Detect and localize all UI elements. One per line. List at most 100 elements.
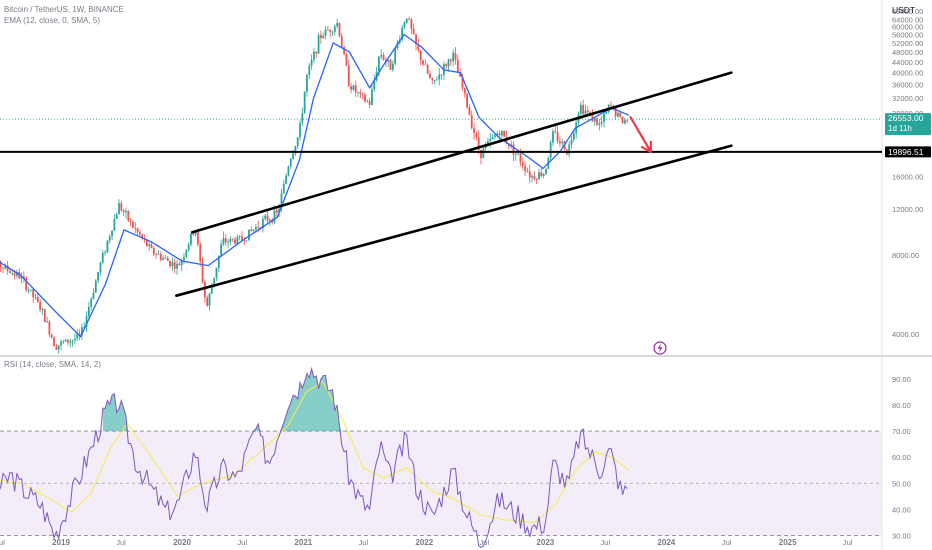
candle <box>299 120 301 141</box>
candle <box>132 220 134 229</box>
candle <box>48 319 51 338</box>
candle <box>371 84 373 106</box>
candle <box>243 237 246 245</box>
time-tick-label: 2024 <box>657 538 675 547</box>
ema-legend[interactable]: EMA (12, close, 0, SMA, 5) <box>4 16 100 25</box>
candle <box>166 256 169 262</box>
price-tick-label: 56000.00 <box>892 31 923 40</box>
candle <box>261 215 264 233</box>
candle <box>94 279 97 293</box>
rsi-tick-label: 80.00 <box>892 401 911 410</box>
candle <box>617 111 619 118</box>
candle <box>347 59 350 87</box>
candle <box>366 99 369 103</box>
rsi-legend[interactable]: RSI (14, close, SMA, 14, 2) <box>4 360 101 369</box>
candle <box>591 109 594 122</box>
lightning-icon[interactable] <box>653 341 667 355</box>
candle <box>187 242 190 253</box>
candle <box>333 24 336 36</box>
time-tick-label: Jul <box>843 538 853 547</box>
candle <box>127 210 130 222</box>
candle <box>60 339 62 351</box>
candle <box>614 106 617 120</box>
candle <box>53 336 55 347</box>
forecast-arrow[interactable] <box>629 116 652 153</box>
candle <box>157 250 160 256</box>
candle <box>22 271 25 283</box>
price-tick-label: 64000.00 <box>892 15 923 24</box>
candle <box>582 99 585 117</box>
price-tick-label: 60000.00 <box>892 23 923 32</box>
candle <box>322 32 325 39</box>
candle <box>224 233 227 246</box>
candle <box>148 240 151 251</box>
candle <box>526 167 529 173</box>
candle <box>296 137 299 150</box>
candle <box>570 136 573 149</box>
candles <box>0 16 629 354</box>
candle <box>310 54 313 70</box>
price-tick-label: 16000.00 <box>892 173 923 182</box>
time-tick-label: Jul <box>480 538 490 547</box>
candle <box>62 339 65 344</box>
candle <box>415 33 417 51</box>
price-tick-label: 40000.00 <box>892 69 923 78</box>
candle <box>405 18 408 24</box>
candle <box>210 282 213 295</box>
rsi-tick-label: 90.00 <box>892 375 911 384</box>
candle <box>215 267 218 281</box>
time-tick-label: Jul <box>116 538 126 547</box>
time-tick-label: Jul <box>359 538 369 547</box>
candle <box>155 252 158 259</box>
candle <box>115 212 118 220</box>
candle <box>134 222 137 234</box>
candle <box>417 38 420 53</box>
candle <box>401 24 404 42</box>
candle <box>266 210 269 224</box>
candle <box>324 26 327 40</box>
candle <box>97 271 100 284</box>
candle <box>468 104 471 116</box>
candle <box>171 257 174 271</box>
candle <box>85 311 88 332</box>
time-tick-label: Jul <box>238 538 248 547</box>
symbol-title[interactable]: Bitcoin / TetherUS, 1W, BINANCE <box>4 5 124 14</box>
price-tick-label: 32000.00 <box>892 94 923 103</box>
candle <box>426 63 429 75</box>
candle <box>373 74 376 93</box>
candle <box>111 230 113 241</box>
candle <box>412 23 415 35</box>
candle <box>152 246 155 256</box>
candle <box>275 207 278 217</box>
candle <box>410 17 413 35</box>
candle <box>343 45 346 56</box>
candle <box>514 153 517 161</box>
candle <box>528 164 531 183</box>
candle <box>71 339 74 347</box>
candle <box>308 63 311 80</box>
candle <box>542 173 545 179</box>
candle <box>598 119 601 131</box>
candle <box>203 279 206 303</box>
price-tick-label: 4000.00 <box>892 330 919 339</box>
candle <box>87 301 90 321</box>
candle <box>359 89 362 99</box>
candle <box>120 200 123 212</box>
rsi-tick-label: 50.00 <box>892 479 911 488</box>
ema-line <box>0 33 630 338</box>
candle <box>46 316 48 323</box>
candle <box>16 269 18 279</box>
candle <box>368 98 371 109</box>
candle <box>449 58 452 66</box>
candle <box>162 255 165 261</box>
candle <box>419 49 422 66</box>
candle <box>517 152 520 156</box>
candle <box>380 49 383 60</box>
trendline-2[interactable] <box>175 144 733 297</box>
candle <box>99 261 102 276</box>
candle <box>568 141 571 158</box>
candle <box>445 62 448 69</box>
candle <box>20 272 23 284</box>
candle <box>394 47 397 66</box>
